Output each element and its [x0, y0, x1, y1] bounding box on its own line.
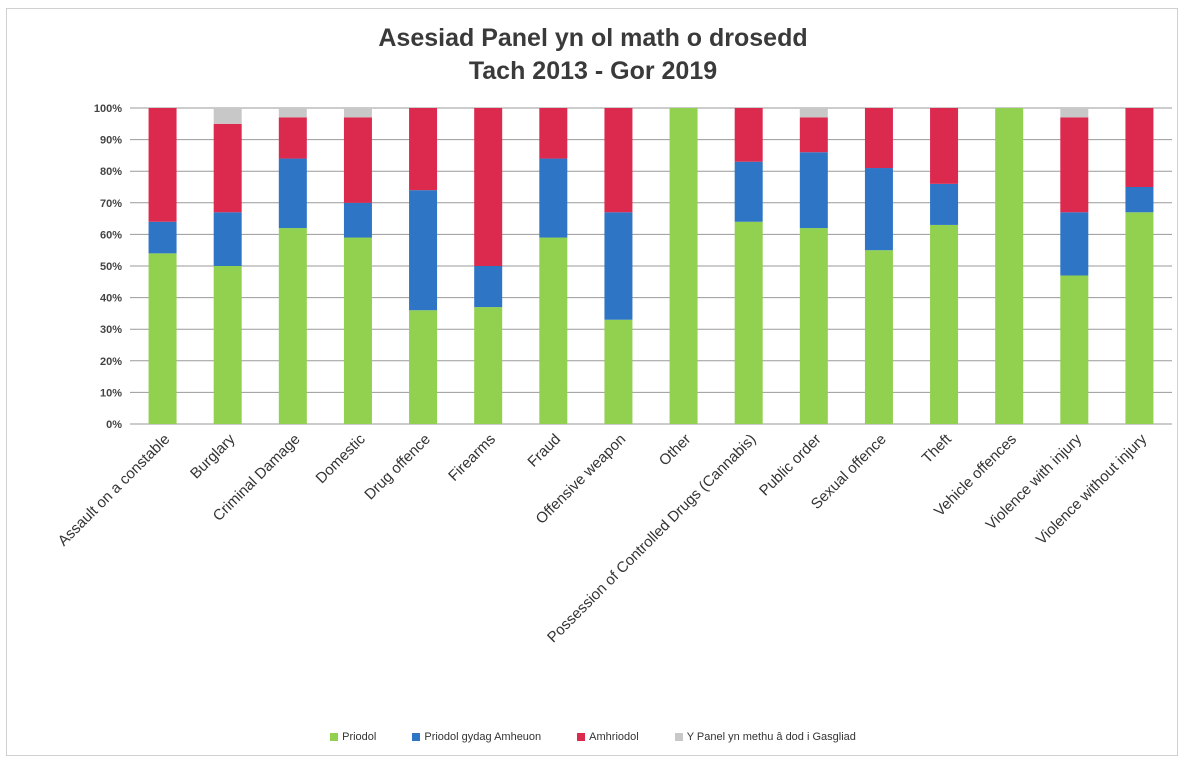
legend-item: Y Panel yn methu â dod i Gasgliad [674, 731, 856, 743]
legend-swatch [412, 733, 421, 741]
bar-segment [995, 108, 1024, 424]
bar-segment [734, 221, 763, 424]
bar-segment [799, 152, 828, 229]
legend-swatch [330, 733, 339, 741]
y-tick-label: 60% [100, 229, 122, 241]
bar-segment [148, 253, 177, 424]
legend-swatch [577, 733, 586, 741]
chart-frame [6, 8, 1178, 756]
y-tick-label: 70% [100, 198, 122, 210]
bar-segment [278, 158, 307, 229]
legend-label: Amhriodol [589, 731, 639, 743]
x-tick-label: Burglary [187, 430, 239, 482]
bar-segment [213, 123, 242, 213]
y-tick-label: 40% [100, 293, 122, 305]
legend-label: Y Panel yn methu â dod i Gasgliad [686, 731, 856, 743]
bar-segment [539, 158, 568, 238]
bar-segment [343, 237, 372, 424]
bar-segment [864, 108, 893, 169]
chart-title-line-1: Asesiad Panel yn ol math o drosedd [378, 24, 808, 52]
bar-segment [864, 250, 893, 424]
bar-segment [409, 108, 438, 191]
bar-segment [409, 190, 438, 311]
bar-segment [604, 108, 633, 213]
bar-segment [539, 108, 568, 159]
bar-segment [930, 108, 959, 184]
legend-item: Amhriodol [577, 731, 639, 743]
bar-segment [1125, 187, 1154, 213]
bar-segment [213, 266, 242, 424]
bar-segment [148, 221, 177, 254]
bar-segment [343, 117, 372, 203]
bar-segment [799, 108, 828, 118]
x-tick-label: Domestic [313, 430, 370, 487]
legend-label: Priodol gydag Amheuon [424, 731, 542, 743]
bar-segment [213, 108, 242, 124]
bar-segment [474, 108, 503, 266]
y-tick-label: 100% [94, 103, 122, 115]
bar-segment [1060, 117, 1089, 213]
bar-segment [864, 168, 893, 251]
y-tick-label: 80% [100, 166, 122, 178]
y-tick-label: 10% [100, 387, 122, 399]
bar-segment [474, 307, 503, 424]
y-tick-label: 20% [100, 356, 122, 368]
x-tick-label: Firearms [445, 431, 499, 485]
bar-segment [1060, 108, 1089, 118]
x-tick-label: Possession of Controlled Drugs (Cannabis… [544, 431, 759, 646]
bar-segment [1125, 212, 1154, 424]
x-tick-label: Theft [919, 430, 956, 467]
bar-segment [278, 117, 307, 159]
y-tick-label: 50% [100, 261, 122, 273]
bar-segment [930, 224, 959, 424]
x-tick-label: Public order [756, 431, 825, 500]
bar-segment [474, 266, 503, 308]
x-tick-label: Other [656, 431, 695, 470]
y-tick-label: 0% [106, 419, 122, 431]
bar-segment [148, 108, 177, 222]
bar-segment [669, 108, 698, 424]
bar-segment [799, 117, 828, 153]
legend-item: Priodol [330, 731, 376, 743]
x-tick-label: Fraud [524, 431, 564, 471]
bar-segment [343, 202, 372, 238]
chart-title: Asesiad Panel yn ol math o drosedd Tach … [0, 22, 1186, 88]
bar-segment [734, 161, 763, 222]
bar-segment [278, 228, 307, 424]
bar-segment [539, 237, 568, 424]
bar-segment [1060, 212, 1089, 276]
legend-swatch [674, 733, 683, 741]
bar-segment [604, 319, 633, 424]
chart-legend: Priodol Priodol gydag Amheuon Amhriodol Y P… [0, 731, 1186, 743]
bar-segment [278, 108, 307, 118]
bar-segment [930, 183, 959, 225]
bar-segment [799, 228, 828, 424]
legend-label: Priodol [342, 731, 377, 743]
bar-segment [1125, 108, 1154, 187]
x-tick-label: Assault on a constable [55, 431, 174, 550]
y-tick-label: 90% [100, 135, 122, 147]
chart-title-line-2: Tach 2013 - Gor 2019 [468, 57, 718, 85]
bar-segment [409, 310, 438, 424]
x-tick-label: Drug offence [361, 431, 434, 504]
x-tick-label: Violence without injury [1033, 430, 1151, 548]
bar-segment [1060, 275, 1089, 424]
legend-item: Priodol gydag Amheuon [412, 731, 541, 743]
bar-segment [343, 108, 372, 118]
bar-segment [604, 212, 633, 320]
y-tick-label: 30% [100, 324, 122, 336]
bar-segment [734, 108, 763, 162]
bar-segment [213, 212, 242, 266]
